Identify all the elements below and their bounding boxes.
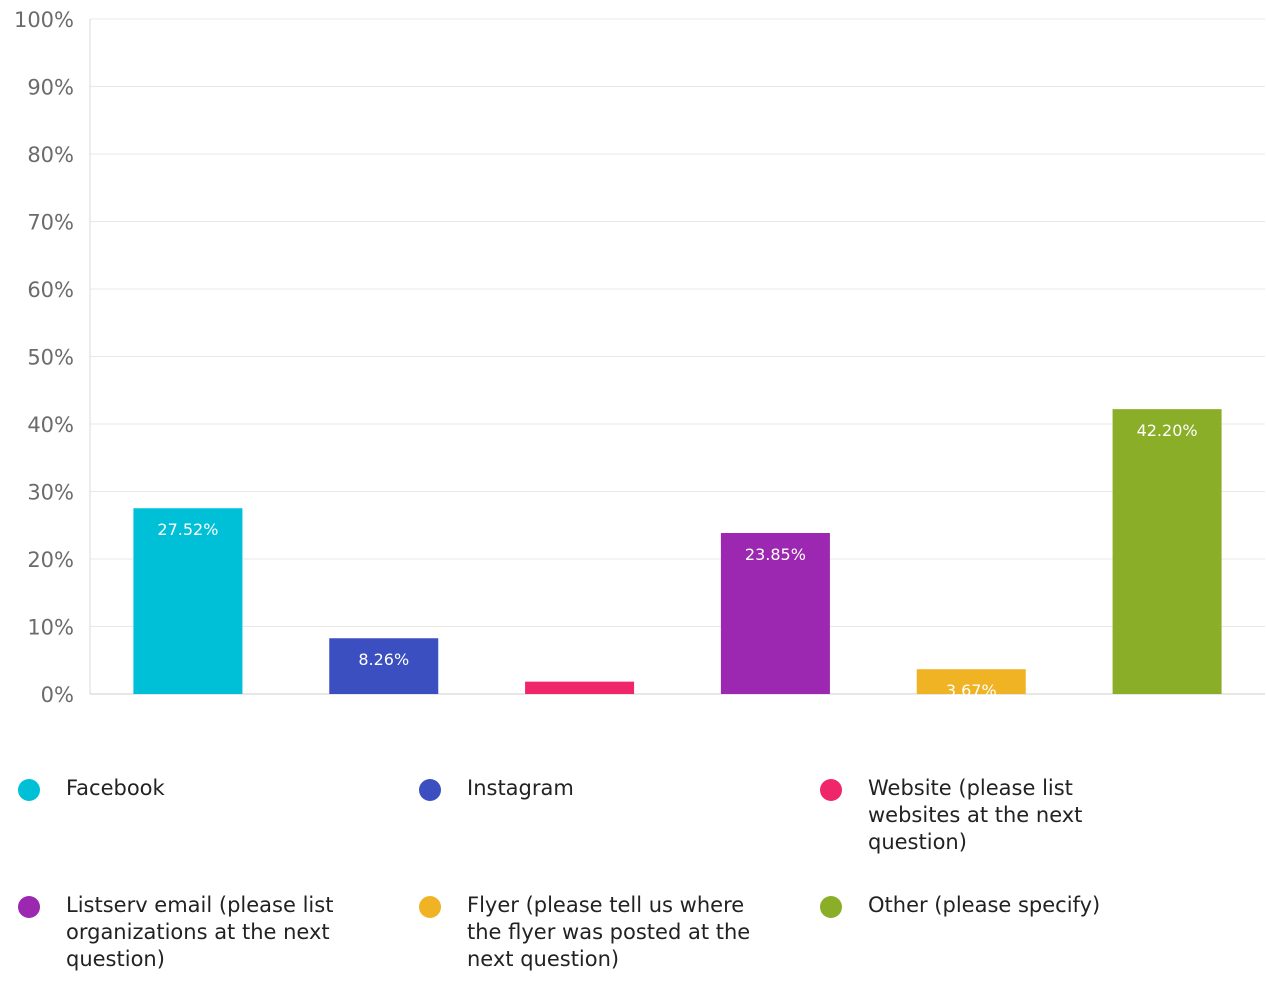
legend-dot-icon (820, 779, 842, 801)
bars (133, 409, 1222, 694)
y-tick-label: 0% (41, 683, 74, 707)
legend-label: Listserv email (please list organization… (66, 893, 334, 971)
bar (1112, 409, 1222, 694)
gridlines (90, 18, 1265, 695)
y-tick-label: 60% (27, 278, 74, 302)
bar (133, 508, 243, 694)
legend-label: Flyer (please tell us where the flyer wa… (467, 893, 751, 971)
bar (329, 638, 439, 694)
y-tick-label: 10% (27, 616, 74, 640)
y-tick-label: 50% (27, 346, 74, 370)
bar (916, 669, 1026, 694)
y-tick-label: 80% (27, 143, 74, 167)
legend-dot-icon (18, 779, 40, 801)
bar-data-label: 42.20% (1137, 421, 1198, 440)
legend-dot-icon (419, 896, 441, 918)
legend-label: Instagram (467, 776, 574, 800)
y-tick-label: 100% (14, 8, 74, 32)
y-axis-ticks: 0% 10% 20% 30% 40% 50% 60% 70% 80% 90% 100% (14, 8, 74, 707)
y-tick-label: 20% (27, 548, 74, 572)
legend-dot-icon (18, 896, 40, 918)
data-labels: 27.52% 8.26% 23.85% 3.67% 42.20% (157, 421, 1197, 700)
legend-dot-icon (419, 779, 441, 801)
y-tick-label: 40% (27, 413, 74, 437)
bar-data-label: 23.85% (745, 545, 806, 564)
legend-label: Website (please list websites at the nex… (868, 776, 1083, 854)
y-tick-label: 30% (27, 481, 74, 505)
y-tick-label: 70% (27, 211, 74, 235)
bar-data-label: 8.26% (358, 650, 409, 669)
legend: Facebook Instagram Website (please list we… (0, 770, 1266, 1002)
legend-label: Facebook (66, 776, 165, 800)
bar-chart: 0% 10% 20% 30% 40% 50% 60% 70% 80% 90% 100% 27.52%… (14, 8, 1265, 707)
bar-data-label: 3.67% (946, 681, 997, 700)
bar-data-label: 27.52% (157, 520, 218, 539)
bar (720, 533, 830, 694)
legend-dot-icon (820, 896, 842, 918)
y-tick-label: 90% (27, 76, 74, 100)
legend-label: Other (please specify) (868, 893, 1101, 917)
bar (525, 681, 635, 694)
